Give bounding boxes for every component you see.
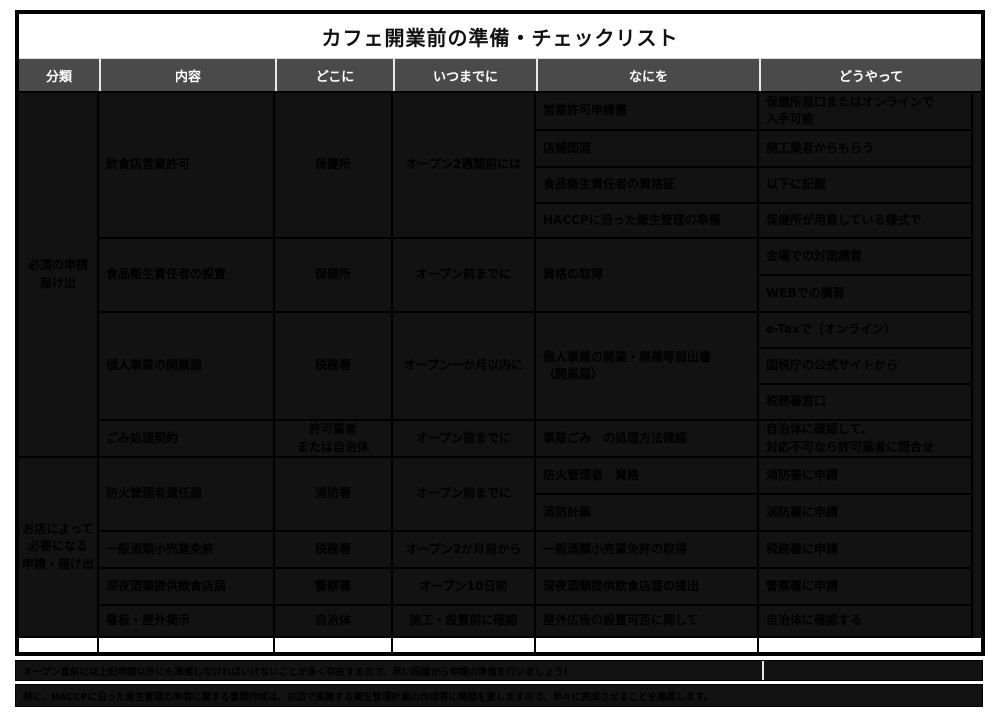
how-health-center-format: 保健所が用意している様式で <box>759 204 973 239</box>
when-before-open-2: オープン前までに <box>393 421 536 458</box>
what-garbage-method: 事業ごみ の処理方法確認 <box>536 421 759 458</box>
when-10days-before: オープン10日前 <box>393 569 536 606</box>
content-garbage-contract: ごみ処理契約 <box>99 421 275 458</box>
note-row-1: オープン直前には上記申請以外にも準備しなければいけないことが多く存在するので、早… <box>15 660 983 681</box>
table-header-row: 分類 内容 どこに いつまでに なにを どうやって <box>19 58 981 91</box>
where-tax-office-2: 税務署 <box>275 532 393 569</box>
how-apply-fire-dept-1: 消防署に申請 <box>759 458 973 495</box>
what-haccp-preparation: HACCPに沿った衛生管理の準備 <box>536 204 759 239</box>
how-ask-municipality: 自治体に確認して、 対応不可なら許可業者に問合せ <box>759 421 973 458</box>
content-late-night-liquor: 深夜酒類提供飲食店届 <box>99 569 275 606</box>
how-apply-fire-dept-2: 消防署に申請 <box>759 495 973 532</box>
when-2months-before: オープン2か月前から <box>393 532 536 569</box>
spacer-cell <box>759 638 981 652</box>
checklist-table: カフェ開業前の準備・チェックリスト 分類 内容 どこに いつまでに なにを どう… <box>15 10 985 656</box>
when-1month-within: オープン一か月以内に <box>393 313 536 421</box>
note-row-2: 特に、HACCPに沿った衛生管理の準備に関する書類作成は、お店で実施する衛生管理… <box>15 684 983 707</box>
what-license-application: 営業許可申請書 <box>536 93 759 131</box>
how-tax-office-counter: 税務署窓口 <box>759 385 973 421</box>
content-signboard: 看板・屋外掲示 <box>99 606 275 638</box>
header-how: どうやって <box>759 59 981 91</box>
where-health-center-1: 保健所 <box>275 93 393 239</box>
spacer-cell <box>393 638 536 652</box>
when-before-open-3: オープン前までに <box>393 458 536 532</box>
how-apply-tax-office: 税務署に申請 <box>759 532 973 569</box>
where-fire-dept: 消防署 <box>275 458 393 532</box>
what-hygiene-certificate: 食品衛生責任者の資格証 <box>536 168 759 204</box>
content-restaurant-license: 飲食店営業許可 <box>99 93 275 239</box>
note-1-empty-cell <box>764 661 982 680</box>
what-opening-notification: 個人事業の開業・廃業等届出書 （開業届） <box>536 313 759 421</box>
title-row: カフェ開業前の準備・チェックリスト <box>19 14 981 58</box>
where-municipality: 自治体 <box>275 606 393 638</box>
how-apply-police: 警察署に申請 <box>759 569 973 606</box>
content-fire-manager: 防火管理者選任届 <box>99 458 275 532</box>
how-health-center-online: 保健所窓口またはオンラインで 入手可能 <box>759 93 973 131</box>
where-contractor: 許可業者 または自治体 <box>275 421 393 458</box>
where-police: 警察署 <box>275 569 393 606</box>
header-content: 内容 <box>99 59 275 91</box>
category-shop-specific: お店によって 必要になる 申請・届け出 <box>19 458 99 638</box>
content-food-hygiene-manager: 食品衛生責任者の設置 <box>99 239 275 313</box>
page-title: カフェ開業前の準備・チェックリスト <box>321 25 679 50</box>
content-business-opening: 個人事業の開業届 <box>99 313 275 421</box>
where-health-center-2: 保健所 <box>275 239 393 313</box>
how-etax: e-Taxで（オンライン） <box>759 313 973 349</box>
how-confirm-municipality: 自治体に確認する <box>759 606 973 638</box>
table-bottom-spacer-row <box>19 638 981 652</box>
spacer-cell <box>19 638 99 652</box>
what-fire-qualification: 防火管理者 資格 <box>536 458 759 495</box>
what-floor-plan: 店舗図面 <box>536 131 759 168</box>
what-late-night-notification: 深夜酒類提供飲食店届の提出 <box>536 569 759 606</box>
header-when: いつまでに <box>393 59 536 91</box>
how-in-person-course: 会場での対面講習 <box>759 239 973 276</box>
spacer-cell <box>536 638 759 652</box>
what-liquor-license: 一般酒類小売業免許の取得 <box>536 532 759 569</box>
how-from-contractor: 施工業者からもらう <box>759 131 973 168</box>
how-web-course: WEBでの講習 <box>759 276 973 313</box>
what-qualification: 資格の取得 <box>536 239 759 313</box>
table-body: 必須の申請 届け出 お店によって 必要になる 申請・届け出 飲食店営業許可 食品衛生責任者の… <box>19 91 981 638</box>
what-fire-plan: 消防計画 <box>536 495 759 532</box>
spacer-cell <box>99 638 275 652</box>
when-before-open-1: オープン前までに <box>393 239 536 313</box>
what-outdoor-ad: 屋外広告の設置可否に関して <box>536 606 759 638</box>
content-liquor-license: 一般酒類小売業免許 <box>99 532 275 569</box>
when-before-install: 施工・設置前に確認 <box>393 606 536 638</box>
note-2-text: 特に、HACCPに沿った衛生管理の準備に関する書類作成は、お店で実施する衛生管理… <box>23 691 714 703</box>
how-described-below: 以下に記載 <box>759 168 973 204</box>
header-what: なにを <box>536 59 759 91</box>
category-required: 必須の申請 届け出 <box>19 93 99 458</box>
note-1-text: オープン直前には上記申請以外にも準備しなければいけないことが多く存在するので、早… <box>16 661 764 680</box>
header-category: 分類 <box>19 59 99 91</box>
how-nta-site: 国税庁の公式サイトから <box>759 349 973 385</box>
spacer-cell <box>275 638 393 652</box>
when-2weeks-before: オープン2週間前には <box>393 93 536 239</box>
where-tax-office-1: 税務署 <box>275 313 393 421</box>
header-where: どこに <box>275 59 393 91</box>
